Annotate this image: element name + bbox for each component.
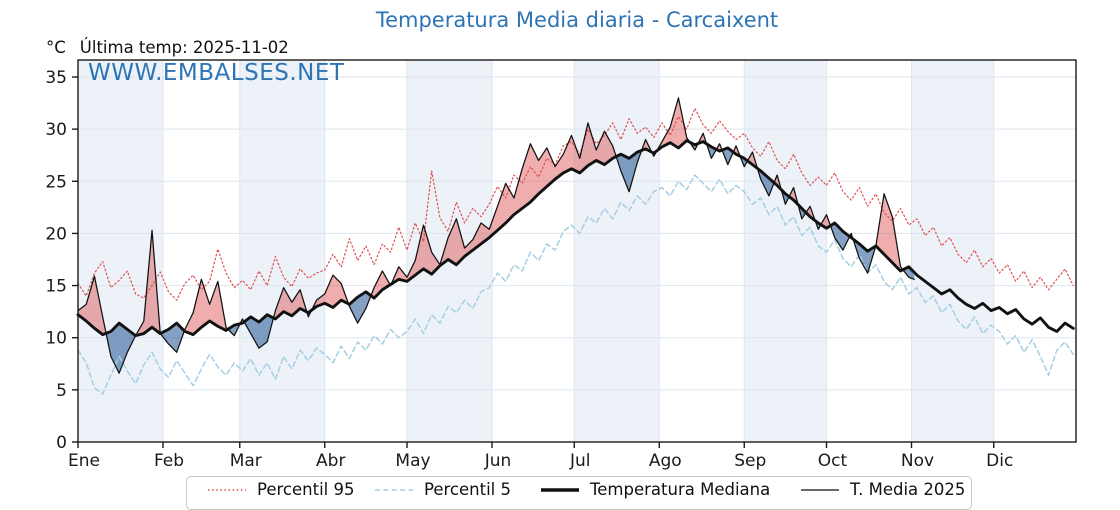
fill-below-median <box>244 314 274 349</box>
fill-above-median <box>370 270 391 299</box>
mediana-line-icon <box>541 487 579 492</box>
legend-label: T. Media 2025 <box>850 480 966 499</box>
watermark-link[interactable]: WWW.EMBALSES.NET <box>88 60 345 86</box>
month-band <box>744 60 827 442</box>
legend-item-temperatura-mediana: Temperatura Mediana <box>539 480 770 499</box>
fill-above-median <box>184 279 228 335</box>
series-percentil-5 <box>77 174 1075 395</box>
t-media-2025-line-icon <box>801 488 839 491</box>
x-tick-label: Nov <box>901 451 934 471</box>
x-tick-label: Oct <box>818 451 848 471</box>
x-tick-label: May <box>395 451 430 471</box>
y-tick-label: 10 <box>45 329 67 349</box>
month-band <box>574 60 660 442</box>
x-tick-label: Jul <box>569 451 591 471</box>
plot-border <box>77 59 1077 443</box>
y-unit-label: °C <box>46 38 66 57</box>
fill-below-median <box>830 223 850 251</box>
y-tick-label: 35 <box>45 68 67 88</box>
y-tick-label: 5 <box>56 381 67 401</box>
fill-below-median <box>227 323 241 336</box>
month-band <box>78 60 163 442</box>
fill-below-median <box>616 150 642 192</box>
fill-below-median <box>757 168 775 196</box>
legend-item-t-media-2025: T. Media 2025 <box>799 480 965 499</box>
page-title: Temperatura Media diaria - Carcaixent <box>375 8 779 32</box>
legend-label: Percentil 5 <box>424 480 511 499</box>
y-tick-label: 0 <box>56 433 67 453</box>
legend-label: Percentil 95 <box>257 480 355 499</box>
fill-below-median <box>722 147 734 165</box>
legend-item-percentil-5: Percentil 5 <box>373 480 511 499</box>
fill-above-median <box>391 122 617 285</box>
month-band <box>911 60 994 442</box>
y-tick-label: 20 <box>45 224 67 244</box>
last-temp-label: Última temp: 2025-11-02 <box>79 38 289 57</box>
fill-above-median <box>273 287 307 319</box>
y-tick-label: 15 <box>45 277 67 297</box>
fill-above-median <box>747 152 758 169</box>
x-tick-label: Ago <box>649 451 682 471</box>
percentil-95-line-icon <box>208 488 246 491</box>
fill-above-median <box>656 97 690 151</box>
x-tick-label: Feb <box>154 451 184 471</box>
x-tick-label: Sep <box>734 451 766 471</box>
fill-below-median <box>160 323 185 353</box>
legend-label: Temperatura Mediana <box>590 480 771 499</box>
y-tick-label: 30 <box>45 120 67 140</box>
x-tick-label: Jun <box>484 451 512 471</box>
x-tick-label: Abr <box>316 451 345 471</box>
percentil-5-line-icon <box>375 488 413 491</box>
series-t-media-2025 <box>77 97 915 374</box>
subtitle-row: °C Última temp: 2025-11-02 <box>46 38 289 57</box>
x-tick-label: Ene <box>68 451 100 471</box>
legend-item-percentil-95: Percentil 95 <box>206 480 355 499</box>
legend: Percentil 95 Percentil 5 Temperatura Med… <box>186 476 972 510</box>
fill-below-median <box>706 143 717 159</box>
x-tick-label: Dic <box>986 451 1013 471</box>
y-tick-label: 25 <box>45 172 67 192</box>
month-band <box>239 60 325 442</box>
x-tick-label: Mar <box>230 451 262 471</box>
